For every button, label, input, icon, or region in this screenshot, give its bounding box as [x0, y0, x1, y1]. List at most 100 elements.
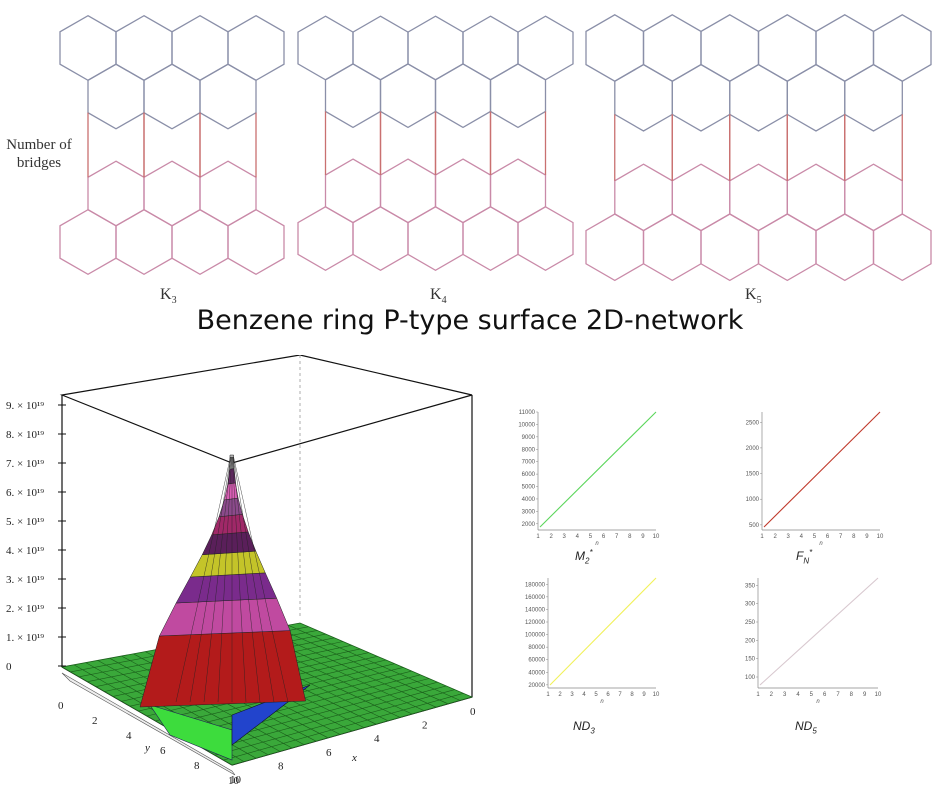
- x-tick-label: 0: [470, 706, 476, 718]
- mini-x-tick: 2: [558, 692, 562, 698]
- mini-x-tick: 4: [576, 534, 580, 540]
- mini-x-tick: 2: [773, 534, 777, 540]
- z-tick-label: 7. × 10¹⁹: [6, 458, 44, 470]
- hexagon: [489, 63, 547, 129]
- mini-y-tick: 100000: [525, 633, 546, 639]
- mini-x-tick: 8: [630, 692, 634, 698]
- mini-y-tick: 20000: [528, 683, 545, 689]
- mini-x-tick: 1: [756, 692, 760, 698]
- mini-y-tick: 150: [745, 657, 756, 663]
- mini-y-tick: 10000: [518, 422, 535, 428]
- mini-plots: 1100010000900080007000600050004000300020…: [518, 410, 884, 705]
- mini-y-tick: 9000: [522, 435, 536, 441]
- x-tick-label: 8: [278, 760, 284, 772]
- x-tick-label: 10: [230, 774, 242, 786]
- hexagon: [407, 15, 464, 81]
- mini-x-tick: 7: [615, 534, 619, 540]
- mini-x-tick: 7: [839, 534, 843, 540]
- mini-x-tick: 1: [536, 534, 540, 540]
- mini-series-line: [763, 411, 881, 528]
- mini-x-tick: 6: [606, 692, 610, 698]
- hexagon: [729, 163, 788, 232]
- hexagon: [815, 213, 875, 282]
- k5-label: K5: [745, 286, 762, 307]
- hexagon: [379, 63, 437, 129]
- peak-band: [175, 572, 278, 604]
- mini-y-tick: 80000: [528, 645, 545, 651]
- mini-x-label: n: [816, 699, 820, 705]
- hexagon: [642, 14, 702, 82]
- x-tick-label: 2: [422, 720, 428, 732]
- hexagon: [872, 213, 932, 282]
- y-tick-label: 2: [92, 715, 98, 727]
- hexagon: [462, 15, 519, 81]
- mini-x-tick: 1: [760, 534, 764, 540]
- peak-band: [158, 597, 291, 637]
- hexagon: [352, 206, 409, 272]
- mini-series-line: [759, 577, 879, 686]
- hexagon: [297, 15, 354, 81]
- hexagon: [872, 14, 932, 82]
- mini-y-tick: 1000: [746, 497, 760, 503]
- hexagon: [171, 14, 229, 82]
- z-tick-label: 4. × 10¹⁹: [6, 545, 44, 557]
- hexagon: [815, 14, 875, 82]
- mini-x-tick: 2: [549, 534, 553, 540]
- hexagon: [59, 208, 117, 276]
- x-tick-label: 4: [374, 733, 380, 745]
- mini-y-tick: 2000: [746, 446, 760, 452]
- mini-y-tick: 6000: [522, 472, 536, 478]
- mini-x-tick: 9: [641, 534, 645, 540]
- mini-x-tick: 10: [653, 692, 660, 698]
- z-tick-label: 1. × 10¹⁹: [6, 632, 44, 644]
- z-tick-label: 2. × 10¹⁹: [6, 603, 44, 615]
- hexagon: [87, 160, 145, 227]
- hexagon: [115, 208, 173, 276]
- hexagon: [642, 213, 702, 282]
- hexagon: [434, 158, 492, 224]
- hexagon: [115, 14, 173, 82]
- hexagon: [614, 163, 673, 232]
- z-tick-label: 8. × 10¹⁹: [6, 429, 44, 441]
- hexagon: [199, 160, 257, 227]
- hexagon: [729, 63, 788, 132]
- mini-x-tick: 10: [877, 534, 884, 540]
- z-tick-label: 0: [6, 661, 12, 673]
- hexagon: [227, 14, 285, 82]
- hexagon: [585, 213, 645, 282]
- mini-plot-nd3: 1800001600001400001200001000008000060000…: [525, 577, 660, 705]
- hexagon: [171, 208, 229, 276]
- mini-x-tick: 8: [852, 534, 856, 540]
- mini-y-tick: 200: [745, 638, 756, 644]
- mini-x-tick: 10: [875, 692, 882, 698]
- hexagon: [434, 63, 492, 129]
- mini-x-tick: 8: [628, 534, 632, 540]
- number-of-bridges-label: Number of bridges: [6, 137, 72, 171]
- mini-plot-m2: 11000 10000 9000 8000 7000 6000 5000 4000 3000 20…: [518, 410, 660, 547]
- hexagon: [700, 14, 760, 82]
- mini-y-tick: 60000: [528, 658, 545, 664]
- hexagon: [297, 206, 354, 272]
- mini-y-tick: 500: [749, 523, 760, 529]
- surface-ticks: 9. × 10¹⁹ 8. × 10¹⁹ 7. × 10¹⁹ 6. × 10¹⁹ 5. ×…: [6, 400, 476, 787]
- m2-caption: M2*: [575, 548, 593, 566]
- mini-y-tick: 120000: [525, 620, 546, 626]
- mini-y-tick: 2000: [522, 522, 536, 528]
- hexagon: [517, 206, 574, 272]
- mini-y-tick: 180000: [525, 582, 546, 588]
- x-tick-label: 6: [326, 747, 332, 759]
- hexagon: [324, 158, 382, 224]
- mini-y-tick: 5000: [522, 485, 536, 491]
- hexagon: [87, 63, 145, 130]
- mini-y-tick: 250: [745, 620, 756, 626]
- figure-title: Benzene ring P-type surface 2D-network: [196, 305, 744, 336]
- network-k4: [297, 15, 574, 272]
- hexagon: [227, 208, 285, 276]
- network-k5: [585, 14, 932, 282]
- mini-x-tick: 9: [863, 692, 867, 698]
- mini-x-tick: 3: [563, 534, 567, 540]
- mini-x-tick: 4: [582, 692, 586, 698]
- nd3-caption: ND3: [573, 719, 595, 736]
- mini-x-tick: 9: [642, 692, 646, 698]
